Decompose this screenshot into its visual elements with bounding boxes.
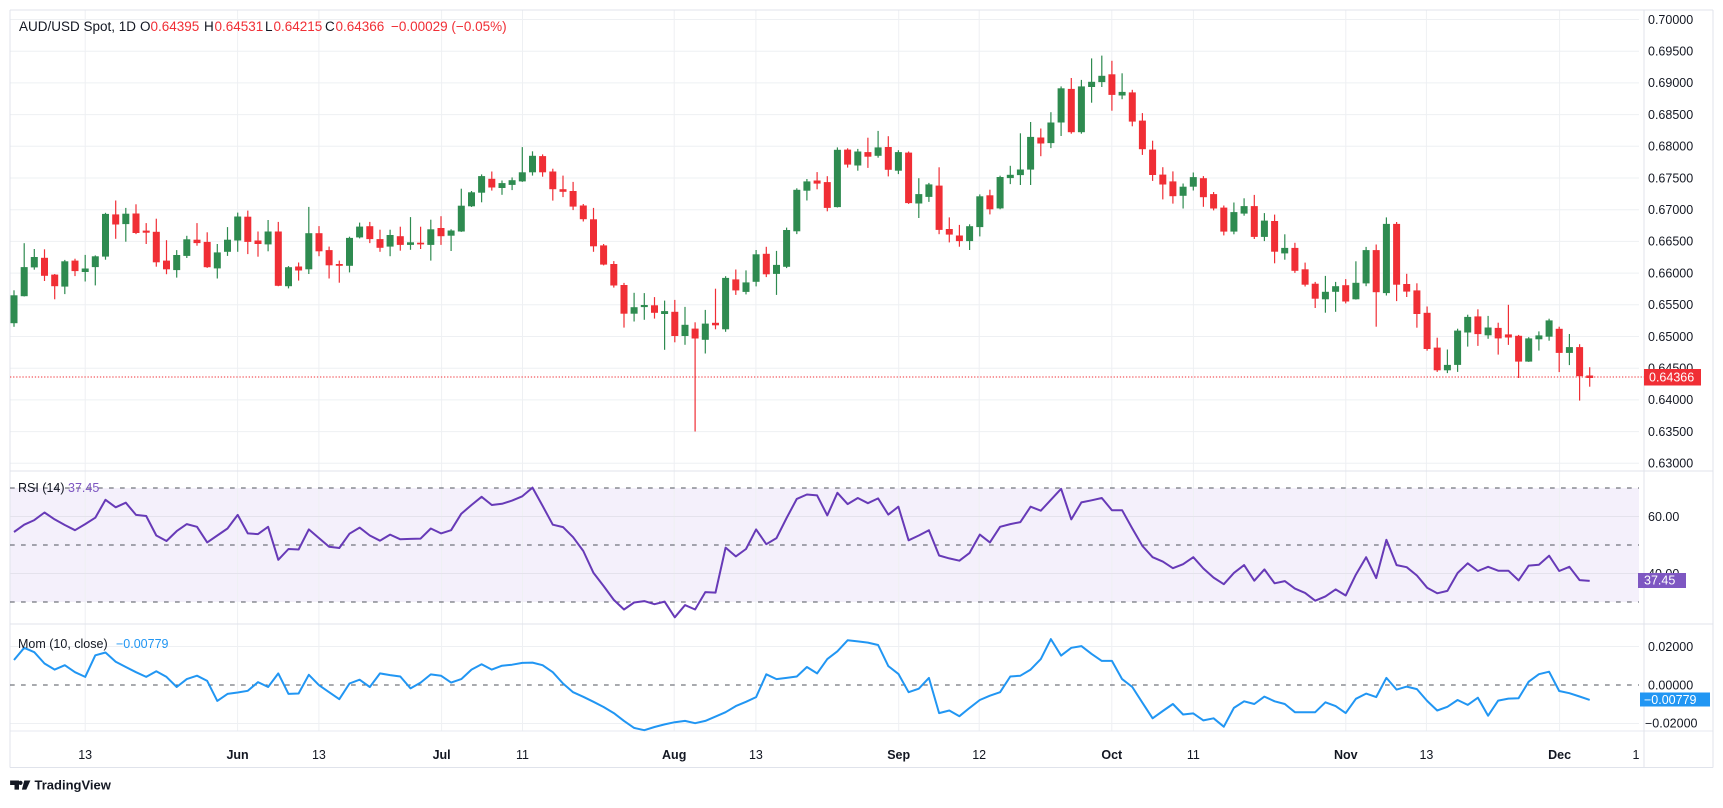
svg-text:0.67500: 0.67500 (1648, 171, 1693, 185)
svg-text:Sep: Sep (887, 748, 910, 762)
svg-text:0.66500: 0.66500 (1648, 235, 1693, 249)
svg-text:13: 13 (78, 748, 92, 762)
svg-text:0.00000: 0.00000 (1648, 678, 1693, 692)
svg-text:Mom (10, close): Mom (10, close) (18, 637, 108, 651)
svg-text:0.02000: 0.02000 (1648, 640, 1693, 654)
svg-text:0.63500: 0.63500 (1648, 425, 1693, 439)
svg-text:37.45: 37.45 (1644, 574, 1675, 588)
svg-text:13: 13 (1419, 748, 1433, 762)
svg-text:Nov: Nov (1334, 748, 1358, 762)
svg-text:0.64215: 0.64215 (274, 19, 323, 34)
svg-text:0.65500: 0.65500 (1648, 298, 1693, 312)
svg-text:−0.00779: −0.00779 (1644, 693, 1697, 707)
svg-text:37.45: 37.45 (68, 481, 99, 495)
svg-text:0.64531: 0.64531 (215, 19, 264, 34)
svg-text:O: O (140, 19, 151, 34)
svg-text:0.68000: 0.68000 (1648, 140, 1693, 154)
svg-text:0.68500: 0.68500 (1648, 108, 1693, 122)
svg-text:0.64366: 0.64366 (1649, 371, 1694, 385)
svg-text:RSI (14): RSI (14) (18, 481, 65, 495)
svg-text:1: 1 (1633, 748, 1640, 762)
svg-text:13: 13 (749, 748, 763, 762)
svg-text:−0.00779: −0.00779 (116, 637, 169, 651)
svg-text:Jun: Jun (226, 748, 248, 762)
svg-text:Dec: Dec (1548, 748, 1571, 762)
svg-text:0.65000: 0.65000 (1648, 330, 1693, 344)
svg-text:L: L (265, 19, 273, 34)
svg-text:0.67000: 0.67000 (1648, 203, 1693, 217)
svg-text:−0.02000: −0.02000 (1645, 717, 1698, 731)
svg-text:−0.00029 (−0.05%): −0.00029 (−0.05%) (391, 19, 507, 34)
svg-text:12: 12 (972, 748, 986, 762)
svg-text:11: 11 (516, 748, 529, 762)
svg-text:0.64395: 0.64395 (151, 19, 200, 34)
svg-text:0.64000: 0.64000 (1648, 393, 1693, 407)
svg-text:Jul: Jul (433, 748, 451, 762)
svg-text:Aug: Aug (662, 748, 686, 762)
svg-text:0.69500: 0.69500 (1648, 45, 1693, 59)
svg-text:60.00: 60.00 (1648, 510, 1679, 524)
svg-text:C: C (325, 19, 335, 34)
svg-text:0.63000: 0.63000 (1648, 457, 1693, 471)
svg-text:AUD/USD Spot, 1D: AUD/USD Spot, 1D (19, 19, 136, 34)
svg-text:11: 11 (1187, 748, 1200, 762)
svg-text:13: 13 (312, 748, 326, 762)
svg-text:0.64366: 0.64366 (336, 19, 385, 34)
svg-text:0.69000: 0.69000 (1648, 76, 1693, 90)
svg-text:Oct: Oct (1101, 748, 1123, 762)
svg-text:TradingView: TradingView (35, 778, 112, 793)
svg-text:0.66000: 0.66000 (1648, 266, 1693, 280)
svg-text:0.70000: 0.70000 (1648, 13, 1693, 27)
svg-text:H: H (204, 19, 214, 34)
